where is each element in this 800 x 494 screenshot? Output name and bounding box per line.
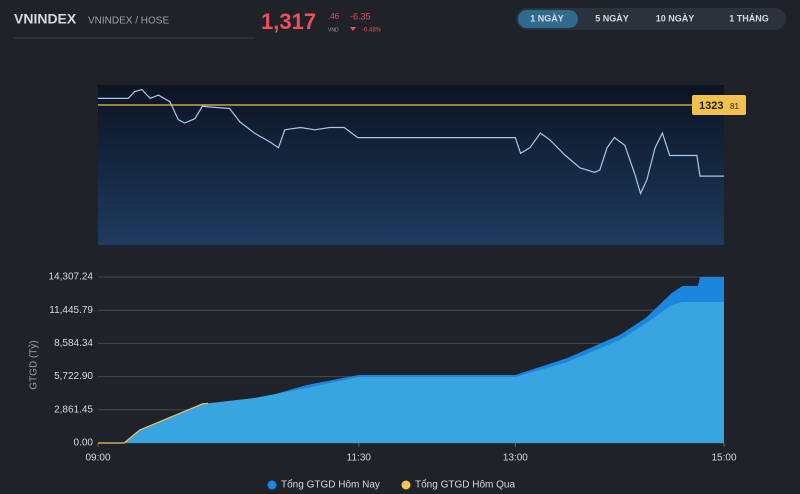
tab[interactable]: 5 NGÀY xyxy=(595,13,629,23)
x-tick-label: 13:00 xyxy=(503,453,528,464)
reference-label-decimals: 81 xyxy=(730,102,739,111)
price: 1,317 xyxy=(261,9,316,34)
y-tick-label: 8,584.34 xyxy=(54,338,93,349)
y-tick-label: 5,722.90 xyxy=(54,371,93,382)
reference-label: 1323 xyxy=(699,100,723,112)
price-line xyxy=(98,88,724,196)
tab-bar xyxy=(516,8,786,30)
tab[interactable]: 1 NGÀY xyxy=(530,13,564,23)
down-arrow xyxy=(350,27,356,31)
legend-label[interactable]: Tổng GTGD Hôm Nay xyxy=(281,479,380,491)
legend-dot xyxy=(401,480,411,490)
legend-label[interactable]: Tổng GTGD Hôm Qua xyxy=(415,479,515,491)
currency: VND xyxy=(328,27,339,33)
y-tick-label: 2,861.45 xyxy=(54,404,93,415)
price-panel xyxy=(98,85,724,245)
y-tick-label: 0.00 xyxy=(74,438,94,449)
price-decimals: .46 xyxy=(328,12,340,21)
tab-active[interactable] xyxy=(518,10,578,28)
y-tick-label: 14,307.24 xyxy=(49,272,94,283)
tab[interactable]: 10 NGÀY xyxy=(656,13,695,23)
exchange: VNINDEX / HOSE xyxy=(88,16,169,27)
x-tick-label: 11:30 xyxy=(347,453,372,464)
reference-label-box xyxy=(692,95,746,116)
symbol: VNINDEX xyxy=(14,11,77,27)
area-edge xyxy=(98,301,724,444)
change: -6.35 xyxy=(350,11,371,21)
tab[interactable]: 1 THÁNG xyxy=(729,13,769,23)
change-pct: -0.48% xyxy=(362,28,382,34)
x-tick-label: 15:00 xyxy=(711,453,736,464)
area xyxy=(98,302,724,443)
legend-dot xyxy=(267,480,277,490)
y-tick-label: 11,445.79 xyxy=(49,305,93,316)
y-axis-label: GTGD (Tỷ) xyxy=(28,340,40,389)
x-tick-label: 09:00 xyxy=(85,453,110,464)
